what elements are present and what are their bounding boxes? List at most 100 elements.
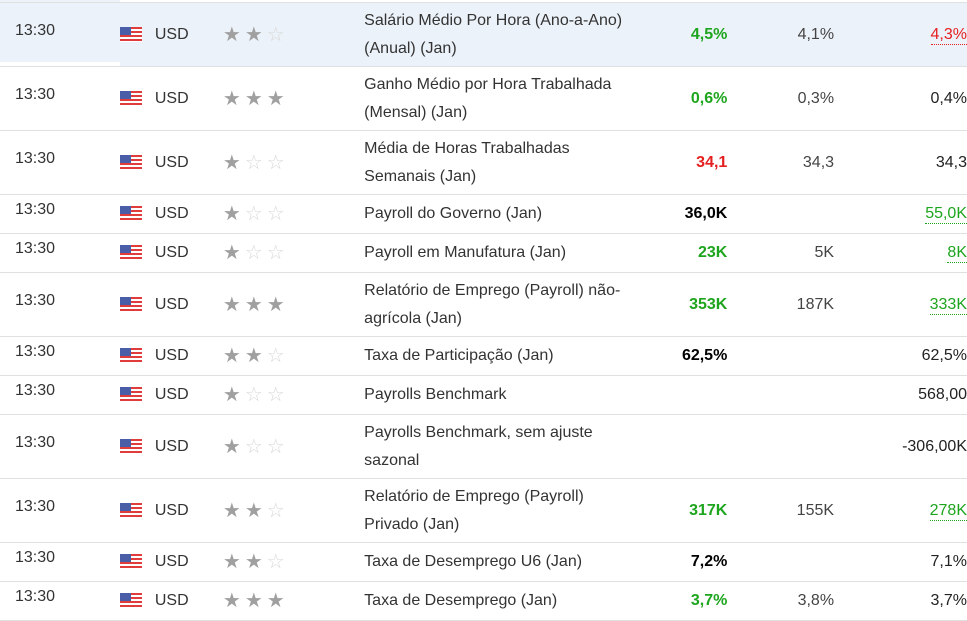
star-filled-icon: ★ xyxy=(266,293,289,316)
star-empty-icon: ☆ xyxy=(244,151,267,174)
event-time: 13:30 xyxy=(15,85,56,103)
table-row[interactable]: 13:30 USD ★★☆ Taxa de Participação (Jan)… xyxy=(0,337,967,376)
previous-value: 62,5% xyxy=(921,347,967,364)
table-row[interactable]: 13:30 USD ★★☆ Relatório de Emprego (Payr… xyxy=(0,479,967,543)
table-row[interactable]: 13:30 USD ★★☆ Taxa de Desemprego U6 (Jan… xyxy=(0,543,967,582)
us-flag-icon xyxy=(120,245,143,260)
star-filled-icon: ★ xyxy=(222,242,245,264)
table-row[interactable]: 13:30 USD ★★☆ Salário Médio Por Hora (An… xyxy=(0,2,967,67)
currency: USD xyxy=(154,153,189,171)
event-name-link[interactable]: Payrolls Benchmark xyxy=(364,386,507,403)
event-name-link[interactable]: Relatório de Emprego (Payroll) Privado (… xyxy=(364,487,584,533)
star-empty-icon: ☆ xyxy=(266,384,289,406)
forecast-value xyxy=(727,543,834,582)
us-flag-icon xyxy=(120,154,143,170)
actual-value: 4,5% xyxy=(690,25,728,43)
star-empty-icon: ☆ xyxy=(266,551,289,573)
currency: USD xyxy=(154,295,189,313)
actual-value: 3,7% xyxy=(690,592,728,609)
actual-value: 317K xyxy=(689,501,728,519)
star-filled-icon: ★ xyxy=(222,384,245,406)
table-row[interactable]: 13:30 USD ★☆☆ Payrolls Benchmark 568,00 xyxy=(0,376,967,415)
event-time: 13:30 xyxy=(15,382,56,399)
forecast-value: 34,3 xyxy=(802,153,835,171)
previous-value[interactable]: 8K xyxy=(947,244,967,263)
event-time: 13:30 xyxy=(15,497,56,515)
star-filled-icon: ★ xyxy=(222,590,245,612)
previous-value[interactable]: 333K xyxy=(929,295,967,315)
event-time: 13:30 xyxy=(15,588,56,605)
star-filled-icon: ★ xyxy=(222,435,245,458)
event-time: 13:30 xyxy=(15,343,56,360)
star-filled-icon: ★ xyxy=(266,590,289,612)
event-name-link[interactable]: Payroll em Manufatura (Jan) xyxy=(364,244,567,261)
star-filled-icon: ★ xyxy=(244,293,267,316)
table-row[interactable]: 13:30 USD ★★★ Ganho Médio por Hora Traba… xyxy=(0,67,967,131)
star-filled-icon: ★ xyxy=(266,87,289,110)
forecast-value: 4,1% xyxy=(797,25,835,43)
event-name-link[interactable]: Payrolls Benchmark, sem ajuste sazonal xyxy=(364,423,593,469)
star-empty-icon: ☆ xyxy=(244,384,267,406)
us-flag-icon xyxy=(120,296,143,312)
actual-value xyxy=(631,376,727,415)
previous-value: 568,00 xyxy=(918,386,967,403)
forecast-value xyxy=(727,195,834,234)
star-filled-icon: ★ xyxy=(222,551,245,573)
currency: USD xyxy=(154,592,189,609)
us-flag-icon xyxy=(120,438,143,454)
event-time: 13:30 xyxy=(15,21,56,39)
event-name-link[interactable]: Taxa de Participação (Jan) xyxy=(364,347,554,364)
previous-value[interactable]: 278K xyxy=(929,501,967,521)
currency: USD xyxy=(154,89,189,107)
us-flag-icon xyxy=(120,348,143,363)
star-filled-icon: ★ xyxy=(244,87,267,110)
table-row[interactable]: 13:30 USD ★★★ Relatório de Emprego (Payr… xyxy=(0,273,967,337)
event-time: 13:30 xyxy=(15,149,56,167)
event-time: 13:30 xyxy=(15,201,56,218)
star-filled-icon: ★ xyxy=(244,23,267,46)
event-name-link[interactable]: Salário Médio Por Hora (Ano-a-Ano) (Anua… xyxy=(364,11,623,57)
table-row[interactable]: 13:30 USD ★☆☆ Média de Horas Trabalhadas… xyxy=(0,131,967,195)
star-empty-icon: ☆ xyxy=(244,435,267,458)
currency: USD xyxy=(154,347,189,364)
importance-stars: ★☆☆ xyxy=(223,195,364,234)
event-name-link[interactable]: Taxa de Desemprego (Jan) xyxy=(364,592,558,609)
actual-value xyxy=(631,415,727,479)
currency: USD xyxy=(154,386,189,403)
table-row[interactable]: 13:30 USD ★☆☆ Payroll em Manufatura (Jan… xyxy=(0,234,967,273)
currency: USD xyxy=(154,205,189,222)
forecast-value xyxy=(727,376,834,415)
event-name-link[interactable]: Média de Horas Trabalhadas Semanais (Jan… xyxy=(364,139,570,185)
previous-value: 3,7% xyxy=(930,592,967,609)
us-flag-icon xyxy=(120,26,143,42)
currency: USD xyxy=(154,437,189,455)
star-empty-icon: ☆ xyxy=(266,23,289,46)
importance-stars: ★★★ xyxy=(223,582,364,621)
event-name-link[interactable]: Taxa de Desemprego U6 (Jan) xyxy=(364,553,583,570)
previous-value[interactable]: 55,0K xyxy=(925,205,967,224)
importance-stars: ★☆☆ xyxy=(223,234,364,273)
table-row[interactable]: 13:30 USD ★☆☆ Payrolls Benchmark, sem aj… xyxy=(0,415,967,479)
event-name-link[interactable]: Payroll do Governo (Jan) xyxy=(364,205,543,222)
event-time: 13:30 xyxy=(15,291,56,309)
us-flag-icon xyxy=(120,206,143,221)
forecast-value: 0,3% xyxy=(797,89,835,107)
star-filled-icon: ★ xyxy=(222,23,245,46)
actual-value: 36,0K xyxy=(684,205,728,222)
star-filled-icon: ★ xyxy=(222,499,245,522)
us-flag-icon xyxy=(120,387,143,402)
star-filled-icon: ★ xyxy=(222,203,245,225)
importance-stars: ★★☆ xyxy=(223,3,364,67)
table-row[interactable]: 13:30 USD ★★★ Taxa de Desemprego (Jan) 3… xyxy=(0,582,967,621)
previous-value[interactable]: 4,3% xyxy=(930,25,967,45)
previous-value: 34,3 xyxy=(935,153,967,171)
event-name-link[interactable]: Relatório de Emprego (Payroll) não-agríc… xyxy=(364,281,621,327)
table-row[interactable]: 13:30 USD ★☆☆ Payroll do Governo (Jan) 3… xyxy=(0,195,967,234)
importance-stars: ★☆☆ xyxy=(223,415,364,479)
star-empty-icon: ☆ xyxy=(244,242,267,264)
forecast-value: 3,8% xyxy=(797,592,835,609)
event-time: 13:30 xyxy=(15,433,56,451)
currency: USD xyxy=(154,501,189,519)
event-name-link[interactable]: Ganho Médio por Hora Trabalhada (Mensal)… xyxy=(364,75,612,121)
